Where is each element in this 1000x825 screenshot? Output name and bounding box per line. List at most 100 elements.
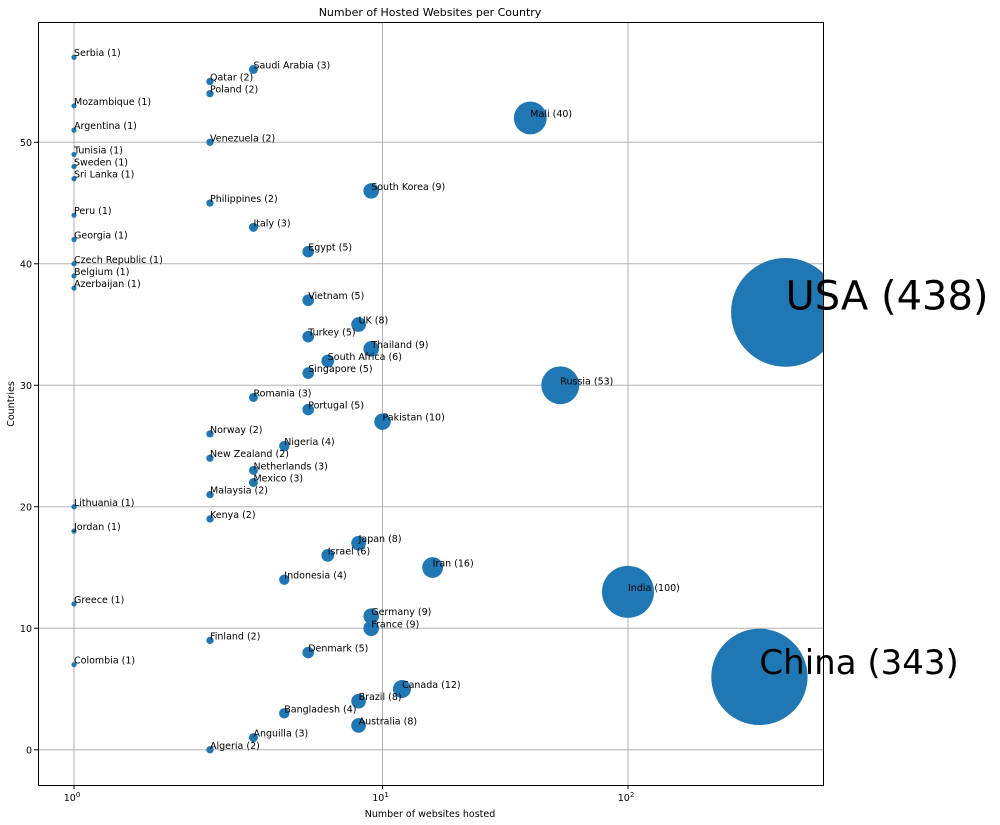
- point-label: Kenya (2): [210, 510, 256, 521]
- x-axis-label: Number of websites hosted: [365, 809, 496, 820]
- bubble-kenya: [206, 515, 214, 523]
- point-label: Indonesia (4): [284, 571, 346, 582]
- point-label: Nigeria (4): [284, 437, 334, 448]
- bubble-philippines: [206, 199, 214, 207]
- bubble-south-africa: [321, 354, 335, 368]
- bubble-colombia: [71, 662, 77, 668]
- x-tick-label: 100: [64, 791, 81, 804]
- point-label: Bangladesh (4): [284, 704, 356, 715]
- bubble-china: [711, 628, 808, 726]
- point-label: Germany (9): [371, 607, 431, 618]
- point-label: Finland (2): [210, 631, 260, 642]
- y-tick-label: 0: [26, 745, 32, 756]
- bubble-argentina: [71, 127, 77, 133]
- bubble-vietnam: [302, 294, 315, 307]
- bubble-finland: [206, 636, 214, 645]
- bubble-denmark: [302, 646, 315, 659]
- bubble-israel: [321, 549, 335, 562]
- point-label: UK (8): [359, 316, 389, 327]
- point-label: Czech Republic (1): [74, 255, 163, 266]
- bubble-sri-lanka: [71, 176, 77, 182]
- bubble-qatar: [206, 77, 214, 86]
- point-label: Denmark (5): [308, 644, 368, 655]
- point-label: Netherlands (3): [253, 461, 327, 472]
- bubble-thailand: [363, 341, 380, 357]
- bubble-lithuania: [71, 504, 77, 510]
- bubble-new-zealand: [206, 454, 214, 462]
- point-label: China (343): [759, 643, 958, 683]
- bubbles-layer: [71, 54, 823, 754]
- bubble-venezuela: [206, 138, 214, 146]
- point-label: Brazil (8): [359, 692, 402, 703]
- bubble-peru: [71, 212, 77, 218]
- point-label: Egypt (5): [308, 243, 352, 254]
- point-label: Jordan (1): [73, 522, 121, 533]
- bubble-turkey: [302, 330, 315, 343]
- grid-lines: [38, 22, 823, 785]
- point-label: Australia (8): [359, 716, 418, 727]
- point-label: Lithuania (1): [74, 498, 134, 509]
- bubble-uk: [351, 317, 366, 332]
- bubble-romania: [248, 392, 258, 402]
- point-label: Turkey (5): [307, 328, 355, 339]
- point-label: South Africa (6): [328, 352, 402, 363]
- bubble-south-korea: [363, 183, 380, 199]
- point-label: Poland (2): [210, 85, 258, 96]
- bubble-portugal: [302, 403, 315, 416]
- y-tick-label: 40: [20, 259, 32, 270]
- bubble-jordan: [71, 528, 77, 534]
- point-label: Vietnam (5): [308, 291, 364, 302]
- point-label: Belgium (1): [74, 267, 129, 278]
- bubble-egypt: [302, 245, 315, 258]
- point-label: Serbia (1): [74, 48, 121, 59]
- point-label: Anguilla (3): [253, 729, 308, 740]
- point-label: Argentina (1): [74, 121, 137, 132]
- point-label: South Korea (9): [371, 182, 445, 193]
- point-label: Iran (16): [433, 559, 474, 570]
- bubble-russia: [541, 366, 580, 405]
- point-label: India (100): [628, 583, 680, 594]
- bubble-mozambique: [71, 103, 77, 109]
- bubble-saudi-arabia: [248, 64, 258, 74]
- y-tick-label: 20: [20, 502, 32, 513]
- point-label: New Zealand (2): [210, 449, 289, 460]
- point-label: Saudi Arabia (3): [253, 60, 330, 71]
- point-label: Mali (40): [530, 109, 572, 120]
- y-tick-label: 10: [20, 624, 32, 635]
- bubble-czech-republic: [71, 261, 77, 267]
- point-label: Malaysia (2): [210, 486, 268, 497]
- bubble-singapore: [302, 367, 315, 379]
- bubble-france: [363, 620, 380, 637]
- point-label: Azerbaijan (1): [74, 279, 141, 290]
- point-label: Italy (3): [253, 218, 290, 229]
- bubble-germany: [363, 608, 380, 624]
- bubble-netherlands: [248, 465, 258, 475]
- point-label: Japan (8): [358, 534, 402, 545]
- bubble-tunisia: [71, 151, 77, 158]
- chart-title: Number of Hosted Websites per Country: [319, 6, 542, 19]
- point-label: Norway (2): [210, 425, 263, 436]
- point-label: Thailand (9): [370, 340, 428, 351]
- bubble-poland: [206, 90, 214, 98]
- bubble-greece: [71, 601, 77, 607]
- point-label: Sweden (1): [74, 158, 128, 169]
- bubble-australia: [351, 718, 366, 733]
- bubble-nigeria: [279, 440, 290, 452]
- y-tick-label: 50: [20, 138, 32, 149]
- point-label: Romania (3): [253, 388, 311, 399]
- point-label: Greece (1): [74, 595, 124, 606]
- bubble-usa: [731, 257, 823, 367]
- point-label: Mozambique (1): [74, 97, 151, 108]
- bubble-indonesia: [279, 574, 290, 585]
- bubble-brazil: [351, 693, 366, 709]
- point-label: Mexico (3): [253, 473, 303, 484]
- point-label: Algeria (2): [210, 741, 260, 752]
- point-label: Colombia (1): [74, 656, 135, 667]
- bubble-malaysia: [206, 490, 214, 499]
- point-label: Tunisia (1): [73, 145, 123, 156]
- point-label: Pakistan (10): [383, 413, 445, 424]
- bubble-india: [602, 565, 654, 618]
- point-label: Portugal (5): [308, 401, 364, 412]
- point-label: USA (438): [785, 273, 988, 319]
